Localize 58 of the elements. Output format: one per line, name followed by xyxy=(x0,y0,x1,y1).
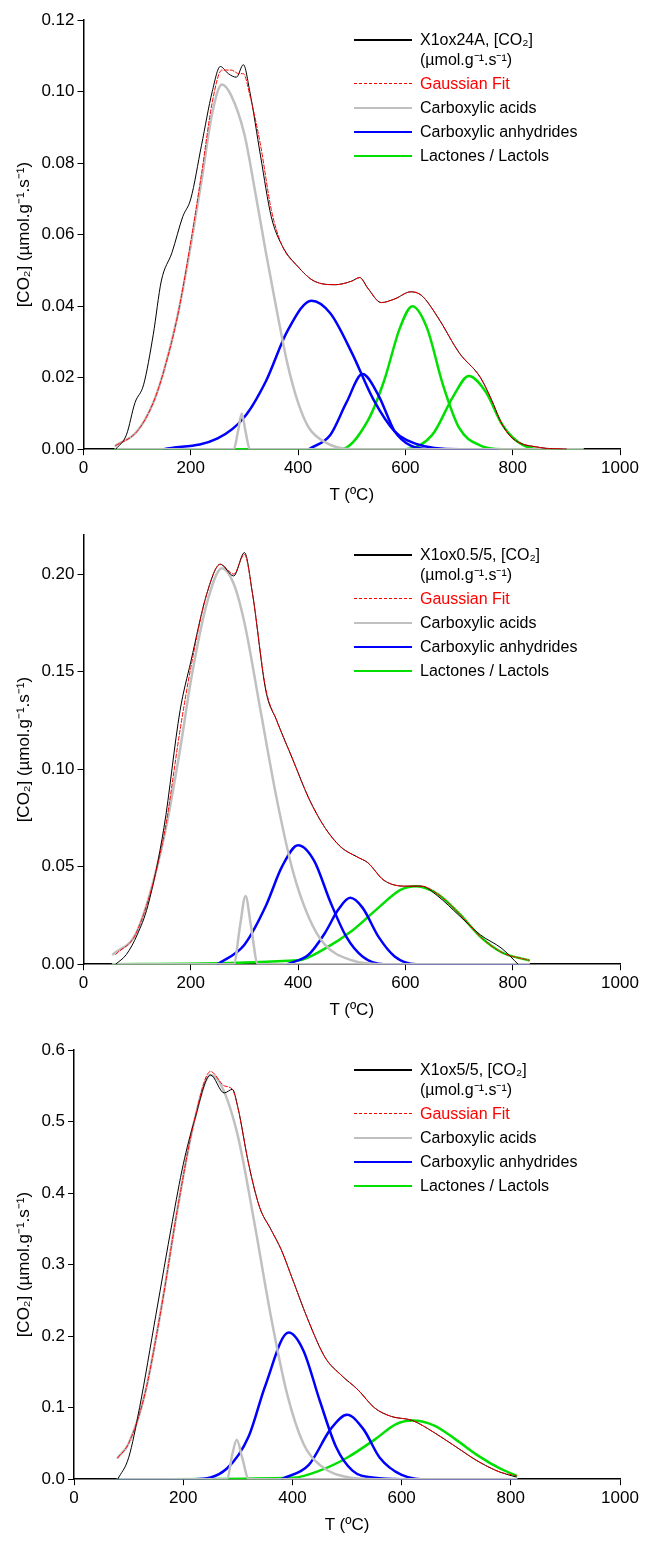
y-tick-label: 0.10 xyxy=(41,758,75,778)
x-tick-label: 800 xyxy=(498,973,527,993)
y-tick-label: 0.02 xyxy=(41,367,75,387)
x-tick-label: 600 xyxy=(391,458,420,478)
y-axis-title: [CO₂] (µmol.g⁻¹.s⁻¹) xyxy=(13,1191,33,1338)
y-tick-label: 0.12 xyxy=(41,9,75,29)
y-axis-title: [CO₂] (µmol.g⁻¹.s⁻¹) xyxy=(13,676,33,823)
y-tick-label: 0.08 xyxy=(41,152,75,172)
y-tick-label: 0.00 xyxy=(41,438,75,458)
x-tick-label: 1000 xyxy=(601,458,639,478)
legend-label: Gaussian Fit xyxy=(420,589,510,609)
legend-label: X1ox0.5/5, [CO₂] (µmol.g⁻¹.s⁻¹) xyxy=(420,545,542,585)
y-tick-label: 0.15 xyxy=(41,661,75,681)
legend-label: Carboxylic anhydrides xyxy=(420,1152,578,1172)
y-tick-label: 0.06 xyxy=(41,224,75,244)
legend-label: Carboxylic anhydrides xyxy=(420,637,578,657)
legend-label: Gaussian Fit xyxy=(420,1104,510,1124)
x-tick-label: 400 xyxy=(283,973,313,993)
y-axis-title: [CO₂] (µmol.g⁻¹.s⁻¹) xyxy=(13,161,33,308)
legend-label: Lactones / Lactols xyxy=(420,146,549,166)
x-tick-label: 800 xyxy=(496,1488,525,1508)
x-tick-label: 600 xyxy=(391,973,420,993)
x-tick-label: 1000 xyxy=(601,973,639,993)
legend-label: Carboxylic acids xyxy=(420,98,537,118)
legend-label: X1ox5/5, [CO₂] (µmol.g⁻¹.s⁻¹) xyxy=(420,1060,528,1100)
y-tick-label: 0.6 xyxy=(41,1039,66,1059)
y-tick-label: 0.10 xyxy=(41,81,75,101)
x-tick-label: 400 xyxy=(278,1488,307,1508)
y-tick-label: 0.0 xyxy=(41,1468,66,1488)
y-tick-label: 0.20 xyxy=(41,563,75,583)
legend-label: Lactones / Lactols xyxy=(420,1176,549,1196)
legend-label: X1ox24A, [CO₂] (µmol.g⁻¹.s⁻¹) xyxy=(420,30,534,70)
x-tick-label: 600 xyxy=(387,1488,416,1508)
x-tick-label: 0 xyxy=(78,458,89,478)
y-tick-label: 0.5 xyxy=(41,1111,66,1131)
y-tick-label: 0.04 xyxy=(41,295,75,315)
legend-label: Carboxylic acids xyxy=(420,1128,537,1148)
x-tick-label: 1000 xyxy=(601,1488,639,1508)
x-tick-label: 200 xyxy=(169,1488,198,1508)
y-tick-label: 0.2 xyxy=(41,1325,66,1345)
legend-label: Carboxylic anhydrides xyxy=(420,122,578,142)
x-tick-label: 200 xyxy=(176,973,205,993)
y-tick-label: 0.4 xyxy=(41,1182,66,1202)
legend-label: Gaussian Fit xyxy=(420,74,510,94)
x-tick-label: 0 xyxy=(69,1488,79,1508)
y-tick-label: 0.05 xyxy=(41,856,75,876)
x-tick-label: 800 xyxy=(498,458,527,478)
y-tick-label: 0.3 xyxy=(41,1254,66,1274)
y-tick-label: 0.00 xyxy=(41,953,75,973)
x-axis-title: T (ºC) xyxy=(324,1515,370,1535)
x-tick-label: 0 xyxy=(78,973,89,993)
x-tick-label: 200 xyxy=(176,458,205,478)
x-tick-label: 400 xyxy=(283,458,313,478)
legend-label: Carboxylic acids xyxy=(420,613,537,633)
y-tick-label: 0.1 xyxy=(41,1397,66,1417)
legend-label: Lactones / Lactols xyxy=(420,661,549,681)
x-axis-title: T (ºC) xyxy=(329,1000,375,1020)
x-axis-title: T (ºC) xyxy=(329,485,375,505)
